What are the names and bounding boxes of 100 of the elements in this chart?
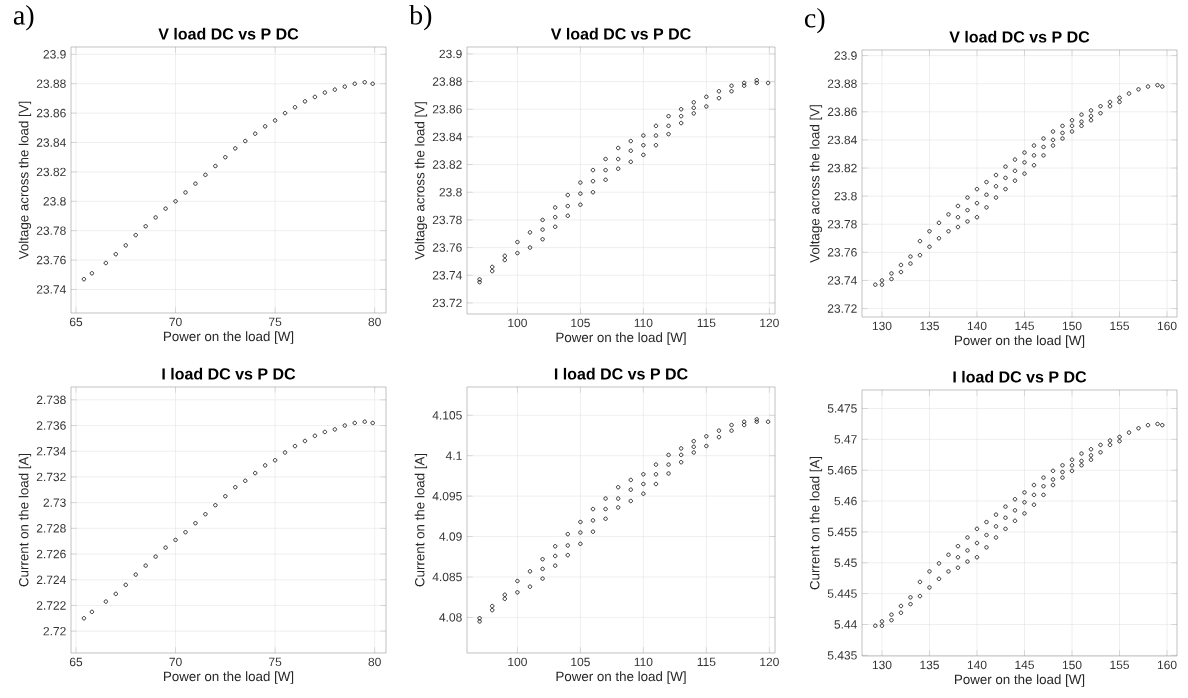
point [641,143,646,148]
point [765,419,771,424]
point [628,487,633,492]
point [173,537,178,543]
point [641,481,646,487]
point [578,180,583,185]
x-tick-label: 70 [169,317,182,327]
point [716,89,722,94]
y-axis-title: Current on the load [A] [414,453,428,587]
point [565,553,570,558]
point [243,478,248,483]
point [666,452,671,458]
y-tick-label: 23.9 [439,49,462,59]
x-tick-label: 115 [697,657,716,667]
point [540,227,545,232]
text: c) [804,7,825,34]
point [565,543,570,548]
y-tick-label: 2.722 [36,601,66,610]
point [765,80,771,86]
x-tick-label: 75 [269,657,282,667]
y-tick-label: 4.105 [432,411,462,420]
point [477,280,482,285]
x-axis-title: Power on the load [W] [164,671,294,684]
text: a) [13,5,34,31]
text: b) [409,4,432,31]
point [322,90,328,95]
point [243,138,248,144]
point [641,133,646,138]
point [362,80,367,85]
point [565,532,570,537]
point [527,569,533,574]
point [590,529,596,534]
x-tick-label: 120 [760,318,779,328]
y-tick-label: 23.78 [36,226,66,235]
point [113,591,118,597]
y-tick-label: 4.095 [432,491,462,501]
y-tick-label: 23.88 [432,77,462,86]
point [553,224,558,229]
point [742,422,747,428]
y-tick-label: 4.085 [432,572,462,582]
point [653,143,659,148]
point [628,138,633,144]
point [691,450,696,455]
x-tick-label: 115 [697,318,716,328]
y-tick-label: 2.732 [36,472,66,482]
y-tick-label: 2.734 [36,446,66,456]
y-tick-label: 5.455 [827,527,857,537]
point [679,452,684,458]
point [666,471,671,476]
point [653,123,659,128]
point [653,481,659,487]
point [490,603,495,609]
point [616,505,621,510]
y-axis-title: Voltage across the load [V] [18,101,32,260]
point [153,215,158,220]
x-tick-label: 110 [634,657,653,667]
point [716,96,722,101]
y-tick-label: 5.46 [834,496,857,506]
point [641,472,646,477]
point [578,530,583,535]
point [527,230,533,235]
point [253,470,258,476]
y-tick-label: 23.86 [36,108,66,118]
y-tick-label: 23.88 [827,79,857,88]
point [616,485,621,490]
y-tick-label: 23.82 [36,167,66,177]
y-tick-label: 4.1 [445,451,462,460]
point [302,438,308,444]
y-tick-label: 23.84 [827,135,857,145]
point [123,243,128,248]
y-tick-label: 23.78 [827,219,857,229]
point [362,419,367,424]
point [282,110,288,116]
y-tick-label: 5.445 [827,589,857,598]
point [653,462,659,467]
point [578,191,583,196]
point [590,506,596,512]
point [691,105,696,110]
y-tick-label: 23.8 [43,197,66,206]
point [183,190,188,195]
x-tick-label: 140 [967,321,987,331]
x-axis-title: Power on the load [W] [955,674,1085,687]
point [322,429,328,435]
point [628,148,633,153]
point [103,260,108,266]
x-tick-label: 155 [1110,660,1130,670]
point [163,545,168,550]
point [263,463,268,468]
y-tick-label: 2.738 [36,395,66,405]
point [490,268,495,274]
point [133,572,138,577]
point [729,83,734,88]
y-tick-label: 23.84 [36,138,66,147]
point [729,89,734,94]
y-tick-label: 5.47 [834,435,857,444]
point [332,427,337,432]
y-axis-title: Voltage across the load [V] [414,102,428,260]
point [742,419,747,424]
point [691,111,696,116]
y-tick-label: 5.44 [834,620,857,629]
